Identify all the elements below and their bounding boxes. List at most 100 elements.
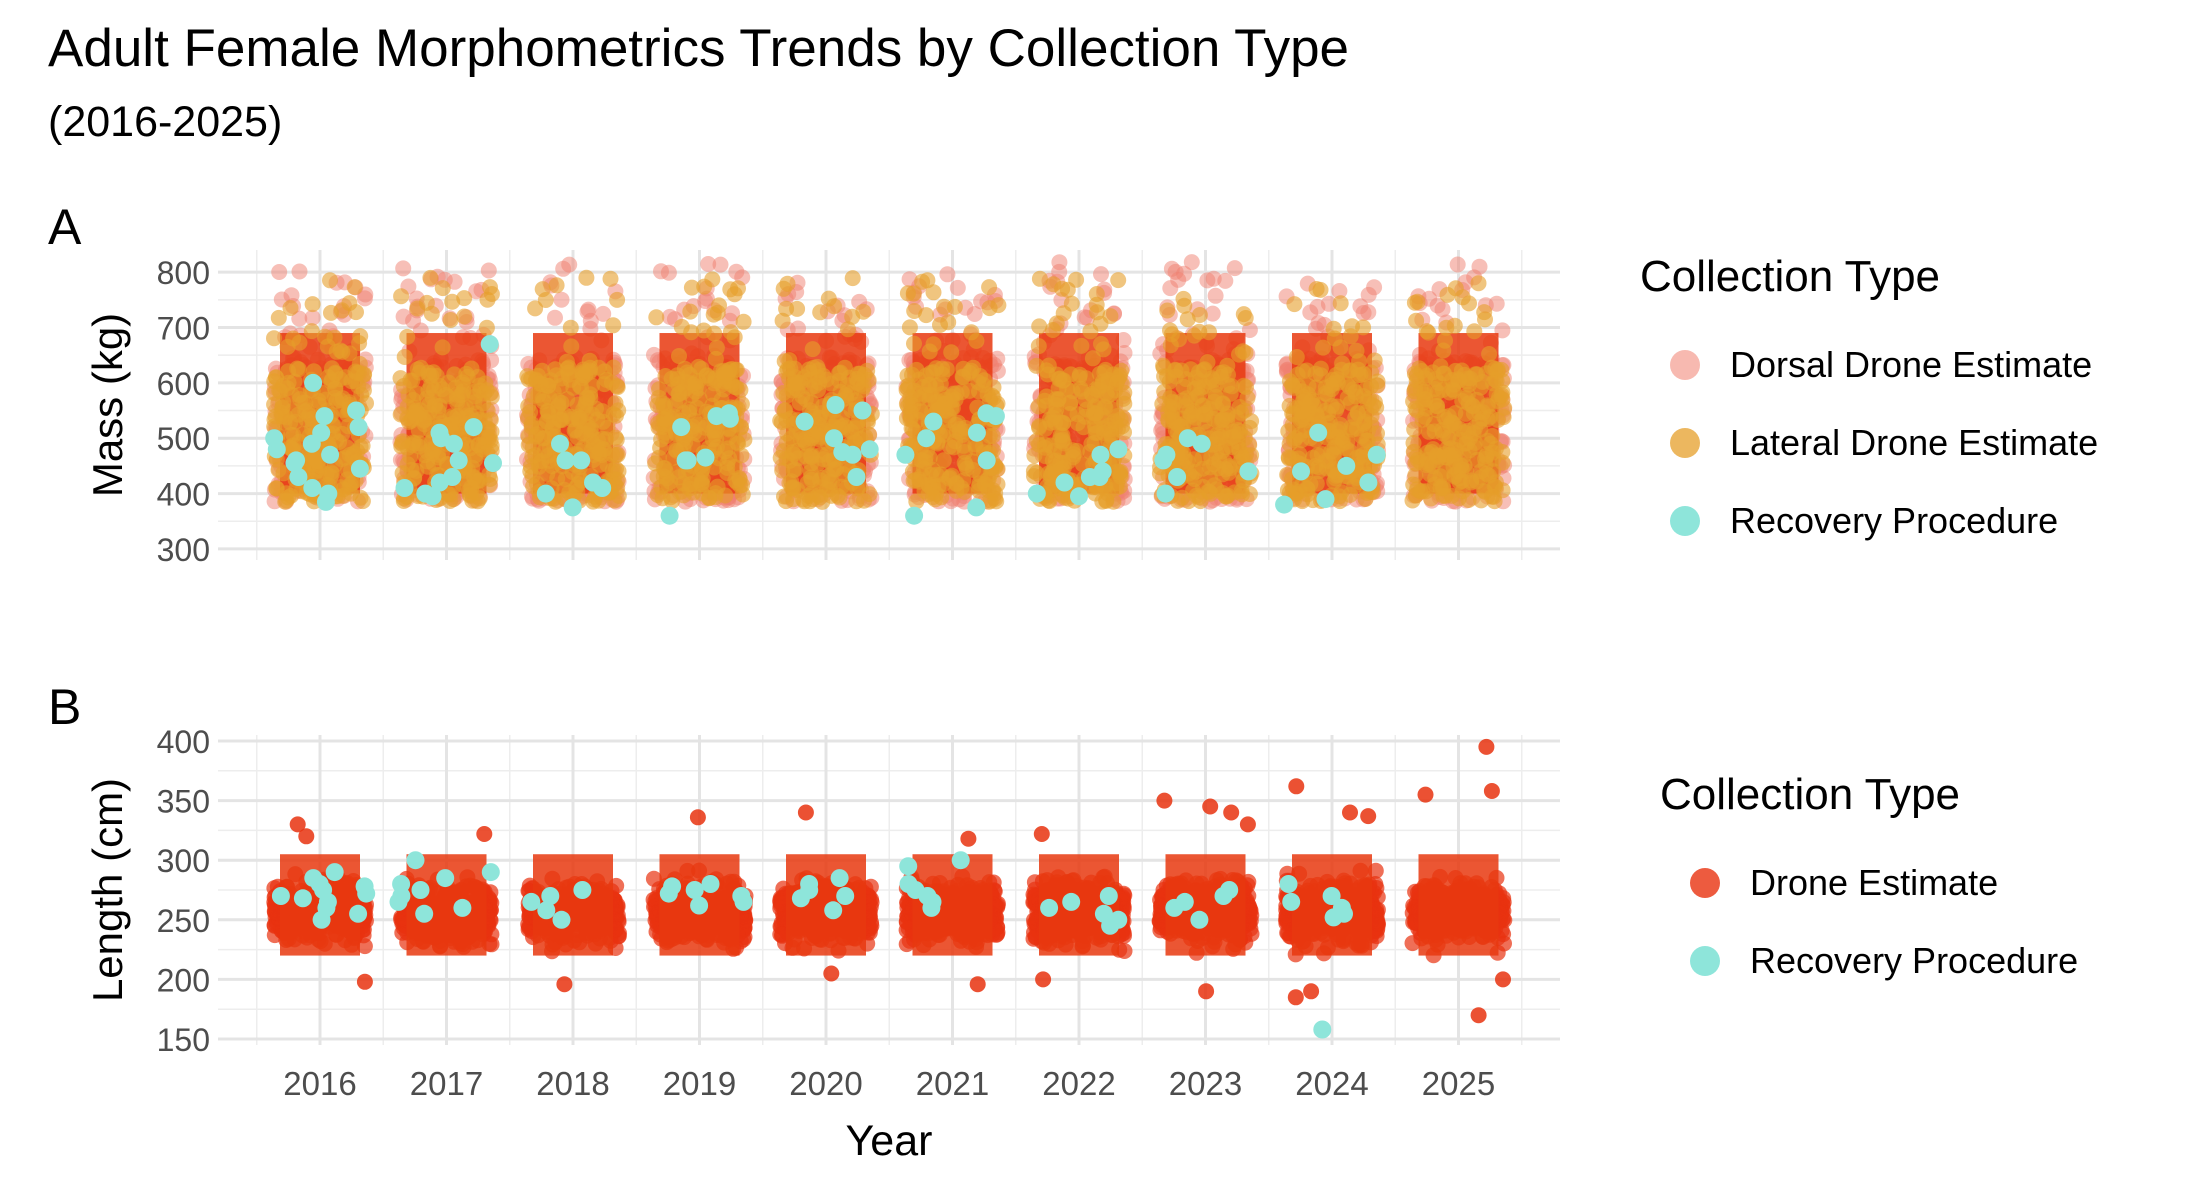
y-tick-label: 350 — [157, 784, 210, 820]
drone-estimate-point — [855, 303, 872, 320]
recovery-procedure-point — [676, 451, 695, 470]
drone-estimate-point — [1207, 287, 1224, 304]
drone-estimate-point — [1454, 289, 1471, 306]
recovery-procedure-point — [1239, 462, 1258, 481]
recovery-procedure-point — [315, 407, 334, 426]
drone-estimate-point — [440, 374, 457, 391]
drone-estimate-point — [981, 279, 998, 296]
drone-estimate-point — [914, 273, 931, 290]
drone-estimate-point — [561, 256, 578, 273]
drone-estimate-point — [789, 300, 806, 317]
drone-estimate-point — [285, 427, 302, 444]
drone-estimate-point — [1470, 275, 1487, 292]
recovery-procedure-point — [551, 434, 569, 453]
drone-estimate-point — [348, 304, 364, 321]
drone-estimate-point — [434, 280, 451, 297]
drone-estimate-point — [1226, 260, 1243, 277]
drone-estimate-point — [722, 281, 739, 298]
drone-estimate-point — [1460, 492, 1477, 508]
recovery-procedure-point — [480, 335, 499, 354]
y-tick-label: 600 — [157, 366, 210, 402]
recovery-procedure-point — [1055, 473, 1074, 492]
recovery-procedure-point — [536, 484, 555, 503]
drone-estimate-point — [1308, 281, 1325, 297]
recovery-procedure-point — [265, 429, 284, 448]
recovery-procedure-point — [350, 459, 369, 478]
drone-estimate-point — [1237, 310, 1254, 326]
recovery-procedure-point — [1070, 487, 1088, 506]
panel-a-tag: A — [48, 199, 82, 255]
drone-estimate-point — [268, 369, 285, 386]
y-tick-label: 150 — [157, 1022, 210, 1058]
y-tick-label: 250 — [157, 903, 210, 939]
recovery-procedure-point — [321, 445, 340, 464]
y-tick-label: 300 — [157, 532, 210, 568]
drone-estimate-point — [331, 434, 348, 450]
recovery-procedure-point — [967, 423, 986, 442]
drone-estimate-point — [304, 296, 321, 313]
drone-estimate-point — [334, 487, 351, 504]
drone-estimate-point — [270, 309, 287, 326]
drone-estimate-point — [478, 319, 495, 336]
drone-estimate-point — [1477, 311, 1493, 328]
recovery-procedure-point — [1367, 445, 1386, 464]
drone-estimate-point — [1031, 270, 1048, 287]
drone-estimate-point — [291, 387, 308, 403]
drone-estimate-point — [356, 366, 373, 383]
recovery-procedure-point — [660, 506, 679, 525]
drone-estimate-point — [304, 309, 321, 326]
drone-estimate-point — [949, 279, 966, 296]
y-tick-label: 700 — [157, 311, 210, 347]
recovery-procedure-point — [312, 423, 331, 442]
recovery-procedure-point — [1091, 445, 1110, 464]
drone-estimate-point — [1332, 295, 1349, 312]
drone-estimate-point — [547, 309, 563, 326]
recovery-procedure-point — [285, 454, 304, 473]
drone-estimate-point — [278, 492, 295, 509]
drone-estimate-point — [1344, 318, 1360, 335]
drone-estimate-point — [812, 304, 829, 321]
recovery-procedure-point — [826, 396, 845, 414]
drone-estimate-point — [605, 317, 622, 334]
drone-estimate-point — [1088, 286, 1105, 302]
drone-estimate-point — [322, 272, 338, 289]
drone-estimate-point — [705, 306, 722, 323]
drone-estimate-point — [682, 303, 699, 320]
drone-estimate-point — [422, 269, 439, 286]
recovery-procedure-point — [1275, 495, 1294, 514]
chart-title: Adult Female Morphometrics Trends by Col… — [48, 19, 1350, 78]
recovery-procedure-point — [1090, 468, 1109, 486]
drone-estimate-point — [275, 465, 292, 482]
recovery-procedure-point — [316, 492, 335, 511]
drone-estimate-point — [337, 369, 354, 386]
y-tick-label: 400 — [157, 724, 210, 760]
drone-estimate-point — [939, 266, 956, 283]
drone-estimate-point — [988, 493, 1005, 510]
y-tick-label: 300 — [157, 843, 210, 879]
drone-estimate-point — [1205, 270, 1222, 287]
drone-estimate-point — [281, 439, 298, 456]
drone-estimate-point — [399, 456, 416, 473]
drone-estimate-point — [301, 407, 318, 424]
drone-estimate-point — [602, 270, 619, 287]
recovery-procedure-point — [556, 451, 575, 470]
drone-estimate-point — [1176, 265, 1193, 282]
drone-estimate-point — [336, 449, 353, 466]
drone-estimate-point — [456, 290, 473, 307]
drone-estimate-point — [1286, 296, 1303, 313]
drone-estimate-point — [395, 260, 412, 277]
recovery-procedure-point — [1027, 484, 1046, 503]
recovery-procedure-point — [395, 479, 414, 497]
recovery-procedure-point — [1316, 490, 1335, 509]
drone-estimate-point — [291, 263, 308, 280]
recovery-procedure-point — [1109, 440, 1128, 459]
y-axis-label: Mass (kg) — [84, 313, 131, 497]
drone-estimate-point — [434, 339, 451, 356]
drone-estimate-point — [906, 303, 923, 319]
drone-estimate-point — [393, 288, 410, 305]
drone-estimate-point — [282, 300, 299, 316]
y-axis-label: Length (cm) — [84, 778, 131, 1002]
drone-estimate-point — [322, 468, 339, 485]
drone-estimate-point — [1449, 256, 1466, 273]
